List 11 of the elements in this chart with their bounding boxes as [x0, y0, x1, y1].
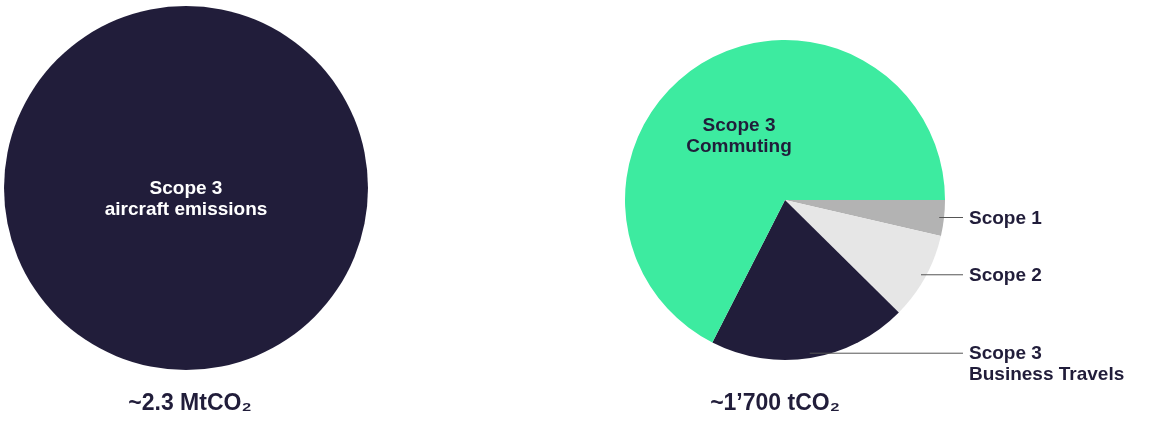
- pie-slice: [785, 200, 941, 313]
- text: ~2.3 MtCO₂: [128, 389, 252, 415]
- slice-label: Scope 2: [969, 263, 1042, 285]
- slice-label: Scope 3 Business Travels: [969, 342, 1125, 385]
- pie-slice: [712, 200, 899, 360]
- slice-label: Scope 1: [969, 206, 1043, 228]
- pie-slice: [625, 40, 945, 343]
- slice-label: Scope 3 Commuting: [686, 113, 792, 156]
- text: ~1’700 tCO₂: [710, 389, 840, 415]
- slice-label: Scope 3 aircraft emissions: [104, 177, 268, 219]
- pie-slice: [785, 200, 945, 236]
